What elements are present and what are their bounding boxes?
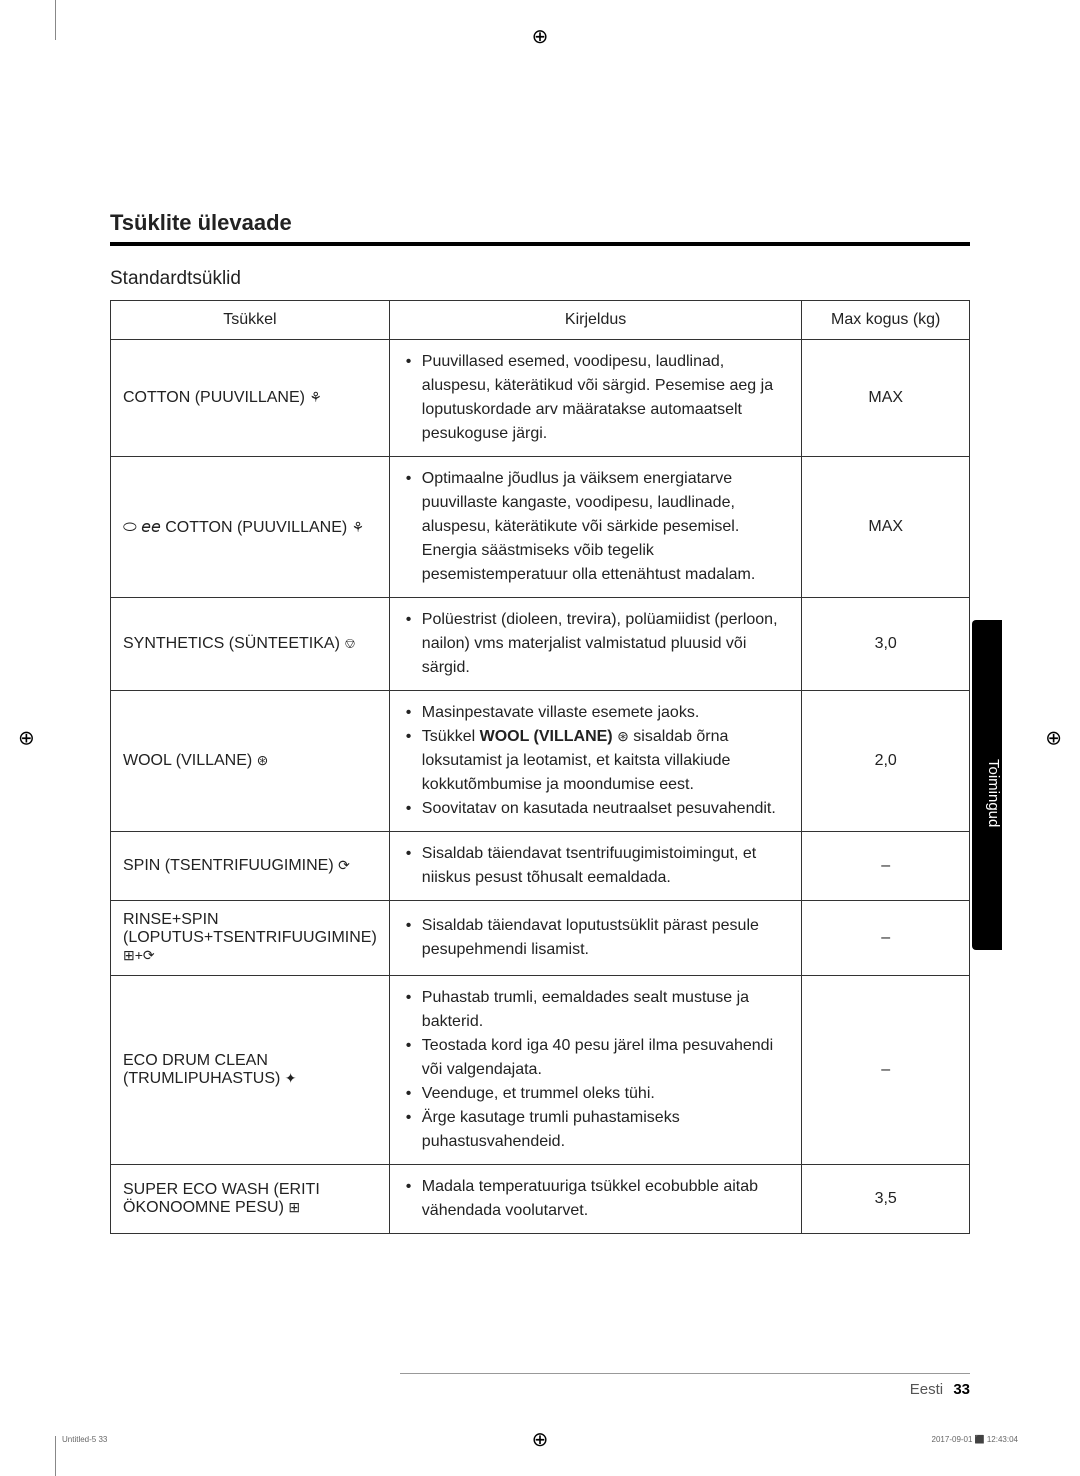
page-footer: Eesti 33	[910, 1381, 970, 1398]
section-rule	[110, 242, 970, 246]
bullet: Teostada kord iga 40 pesu järel ilma pes…	[402, 1034, 790, 1082]
table-row: COTTON (PUUVILLANE) ⚘ Puuvillased esemed…	[111, 340, 970, 457]
bullet: Sisaldab täiendavat loputustsüklit päras…	[402, 914, 790, 962]
page-content: Tsüklite ülevaade Standardtsüklid Tsükke…	[0, 0, 1080, 1294]
table-row: ECO DRUM CLEAN (TRUMLIPUHASTUS) ✦ Puhast…	[111, 976, 970, 1165]
cycle-desc: Sisaldab täiendavat tsentrifuugimistoimi…	[389, 832, 802, 901]
cycles-table: Tsükkel Kirjeldus Max kogus (kg) COTTON …	[110, 300, 970, 1234]
cycle-max: –	[802, 832, 970, 901]
header-max: Max kogus (kg)	[802, 301, 970, 340]
cycle-max: MAX	[802, 457, 970, 598]
spin-icon: ⟳	[338, 857, 350, 874]
cycle-name-eco-cotton: ⬭ 𝘦𝘦 COTTON (PUUVILLANE) ⚘	[111, 457, 390, 598]
cycle-max: 3,0	[802, 598, 970, 691]
cycle-desc: Puhastab trumli, eemaldades sealt mustus…	[389, 976, 802, 1165]
cycle-desc: Madala temperatuuriga tsükkel ecobubble …	[389, 1165, 802, 1234]
cycle-max: 3,5	[802, 1165, 970, 1234]
cycle-desc: Masinpestavate villaste esemete jaoks. T…	[389, 691, 802, 832]
cycle-desc: Polüestrist (dioleen, trevira), polüamii…	[389, 598, 802, 691]
tiny-footer-left: Untitled-5 33	[62, 1435, 107, 1444]
cycle-max: –	[802, 901, 970, 976]
cycle-name-synthetics: SYNTHETICS (SÜNTEETIKA) ⎊	[111, 598, 390, 691]
wool-icon: ⊛	[617, 726, 629, 747]
cycle-name-eco-drum-clean: ECO DRUM CLEAN (TRUMLIPUHASTUS) ✦	[111, 976, 390, 1165]
bullet: Soovitatav on kasutada neutraalset pesuv…	[402, 797, 790, 821]
bullet: Madala temperatuuriga tsükkel ecobubble …	[402, 1175, 790, 1223]
table-row: RINSE+SPIN (LOPUTUS+TSENTRIFUUGIMINE) ⊞+…	[111, 901, 970, 976]
cotton-icon: ⚘	[352, 519, 365, 536]
subsection-title: Standardtsüklid	[110, 268, 970, 290]
footer-language: Eesti	[910, 1381, 943, 1398]
cycle-name-super-eco-wash: SUPER ECO WASH (ERITI ÖKONOOMNE PESU) ⊞	[111, 1165, 390, 1234]
bullet: Tsükkel WOOL (VILLANE) ⊛ sisaldab õrna l…	[402, 725, 790, 797]
table-row: WOOL (VILLANE) ⊛ Masinpestavate villaste…	[111, 691, 970, 832]
crop-mark-bottom: ⊕	[532, 1427, 549, 1452]
table-row: SYNTHETICS (SÜNTEETIKA) ⎊ Polüestrist (d…	[111, 598, 970, 691]
cycle-max: –	[802, 976, 970, 1165]
eco-wash-icon: ⊞	[288, 1199, 300, 1216]
tiny-footer-right: 2017-09-01 ⬛ 12:43:04	[932, 1435, 1018, 1444]
cotton-icon: ⚘	[309, 389, 322, 406]
cycle-name-wool: WOOL (VILLANE) ⊛	[111, 691, 390, 832]
cycle-desc: Puuvillased esemed, voodipesu, laudlinad…	[389, 340, 802, 457]
rinse-spin-icon: ⊞+⟳	[123, 947, 155, 964]
cycle-max: MAX	[802, 340, 970, 457]
wool-icon: ⊛	[257, 752, 269, 769]
cycle-max: 2,0	[802, 691, 970, 832]
header-description: Kirjeldus	[389, 301, 802, 340]
side-tab: Toimingud	[972, 620, 1002, 950]
bullet: Puuvillased esemed, voodipesu, laudlinad…	[402, 350, 790, 446]
bullet: Sisaldab täiendavat tsentrifuugimistoimi…	[402, 842, 790, 890]
footer-rule	[400, 1373, 970, 1374]
bullet: Puhastab trumli, eemaldades sealt mustus…	[402, 986, 790, 1034]
table-row: SUPER ECO WASH (ERITI ÖKONOOMNE PESU) ⊞ …	[111, 1165, 970, 1234]
header-cycle: Tsükkel	[111, 301, 390, 340]
bullet: Polüestrist (dioleen, trevira), polüamii…	[402, 608, 790, 680]
bullet: Masinpestavate villaste esemete jaoks.	[402, 701, 790, 725]
table-row: ⬭ 𝘦𝘦 COTTON (PUUVILLANE) ⚘ Optimaalne jõ…	[111, 457, 970, 598]
cycle-name-cotton: COTTON (PUUVILLANE) ⚘	[111, 340, 390, 457]
drum-clean-icon: ✦	[285, 1070, 297, 1087]
cycle-desc: Sisaldab täiendavat loputustsüklit päras…	[389, 901, 802, 976]
bullet: Optimaalne jõudlus ja väiksem energiatar…	[402, 467, 790, 587]
table-row: SPIN (TSENTRIFUUGIMINE) ⟳ Sisaldab täien…	[111, 832, 970, 901]
synthetics-icon: ⎊	[344, 635, 355, 652]
bullet: Veenduge, et trummel oleks tühi.	[402, 1082, 790, 1106]
table-header-row: Tsükkel Kirjeldus Max kogus (kg)	[111, 301, 970, 340]
cycle-name-spin: SPIN (TSENTRIFUUGIMINE) ⟳	[111, 832, 390, 901]
footer-page-number: 33	[953, 1381, 970, 1398]
section-title: Tsüklite ülevaade	[110, 210, 970, 236]
cycle-name-rinse-spin: RINSE+SPIN (LOPUTUS+TSENTRIFUUGIMINE) ⊞+…	[111, 901, 390, 976]
trim-line-bottom-left	[55, 1436, 56, 1476]
bullet: Ärge kasutage trumli puhastamiseks puhas…	[402, 1106, 790, 1154]
cycle-desc: Optimaalne jõudlus ja väiksem energiatar…	[389, 457, 802, 598]
